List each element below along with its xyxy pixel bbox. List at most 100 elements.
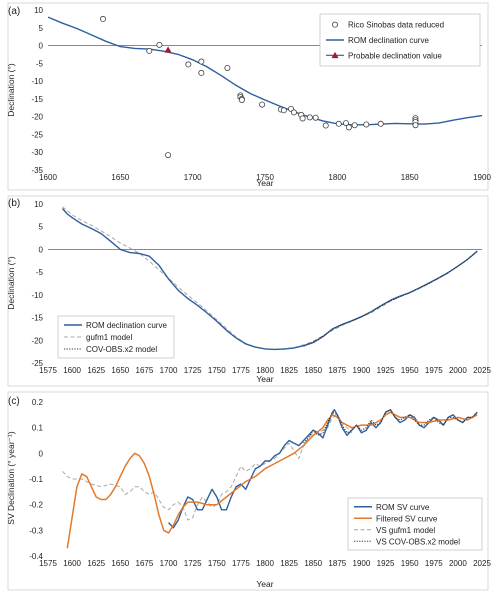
legend-entry: gufm1 model <box>86 333 132 342</box>
y-tick-label: 10 <box>34 200 43 209</box>
legend: ROM declination curve gufm1 model COV-OBS.… <box>57 315 175 359</box>
x-tick-label: 1650 <box>111 366 129 375</box>
y-axis-label: SV Declination (° year⁻¹) <box>6 431 16 525</box>
x-tick-label: 1825 <box>280 366 298 375</box>
x-tick-label: 2000 <box>449 366 467 375</box>
x-axis-label: Year <box>256 579 273 589</box>
x-tick-label: 1600 <box>39 173 57 182</box>
y-tick-label: 5 <box>39 223 44 232</box>
legend-entry: VS gufm1 model <box>376 526 435 535</box>
series-line-rom-declination-curve <box>47 16 483 126</box>
legend-swatch <box>331 51 339 59</box>
x-tick-label: 1900 <box>353 366 371 375</box>
x-tick-label: 1850 <box>304 559 322 568</box>
data-point-rico-sinobas-data-reduced <box>377 120 384 127</box>
x-tick-label: 1875 <box>328 366 346 375</box>
x-tick-label: 2000 <box>449 559 467 568</box>
y-tick-label: 10 <box>34 6 43 15</box>
x-tick-label: 1775 <box>232 366 250 375</box>
x-tick-label: 1725 <box>184 366 202 375</box>
x-axis-label: Year <box>256 178 273 188</box>
data-point-rico-sinobas-data-reduced <box>322 122 329 129</box>
x-tick-label: 1650 <box>111 559 129 568</box>
data-point-rico-sinobas-data-reduced <box>343 120 350 127</box>
data-point-rico-sinobas-data-reduced <box>312 114 319 121</box>
legend-swatch <box>331 21 338 28</box>
data-point-rico-sinobas-data-reduced <box>185 61 192 68</box>
x-tick-label: 1950 <box>401 366 419 375</box>
data-point-rico-sinobas-data-reduced <box>156 41 163 48</box>
data-point-rico-sinobas-data-reduced <box>99 15 106 22</box>
data-point-rico-sinobas-data-reduced <box>146 47 153 54</box>
data-point-rico-sinobas-data-reduced <box>280 107 287 114</box>
legend: ROM SV curve Filtered SV curve VS gufm1 mo… <box>347 497 483 551</box>
data-point-rico-sinobas-data-reduced <box>165 152 172 159</box>
y-tick-label: -15 <box>31 314 43 323</box>
x-tick-label: 1975 <box>425 559 443 568</box>
y-tick-label: -0.3 <box>29 526 43 535</box>
series-line-cov-obs-x2-model <box>303 250 478 347</box>
series-line-rom-declination-curve <box>61 208 478 351</box>
x-tick-label: 1700 <box>160 559 178 568</box>
data-point-rico-sinobas-data-reduced <box>259 101 266 108</box>
y-tick-label: -5 <box>36 59 44 68</box>
y-tick-label: 5 <box>39 24 44 33</box>
panel-frame <box>7 195 489 387</box>
y-tick-label: -0.2 <box>29 501 43 510</box>
x-tick-label: 1975 <box>425 366 443 375</box>
y-tick-label: -25 <box>31 359 43 368</box>
legend-entry: VS COV-OBS.x2 model <box>376 537 460 546</box>
panel-frame <box>7 2 489 191</box>
x-tick-label: 1725 <box>184 559 202 568</box>
series-line-rom-sv-curve <box>168 409 478 529</box>
y-tick-label: -15 <box>31 95 43 104</box>
x-tick-label: 2025 <box>473 559 491 568</box>
x-tick-label: 1775 <box>232 559 250 568</box>
series-line-gufm1-model <box>62 206 449 350</box>
x-tick-label: 1750 <box>256 173 274 182</box>
x-tick-label: 1600 <box>63 559 81 568</box>
y-tick-label: -0.4 <box>29 552 43 561</box>
y-tick-label: 0.1 <box>32 424 44 433</box>
x-tick-label: 1950 <box>401 559 419 568</box>
y-tick-label: 0 <box>39 42 44 51</box>
x-tick-label: 1800 <box>256 559 274 568</box>
data-point-rico-sinobas-data-reduced <box>238 96 245 103</box>
y-tick-label: -10 <box>31 291 43 300</box>
y-tick-label: -25 <box>31 130 43 139</box>
data-point-rico-sinobas-data-reduced <box>351 122 358 129</box>
x-tick-label: 1825 <box>280 559 298 568</box>
legend-entry: ROM declination curve <box>86 321 167 330</box>
x-tick-label: 1675 <box>136 559 154 568</box>
y-tick-label: -20 <box>31 336 43 345</box>
panel-frame <box>7 391 489 591</box>
x-axis-label: Year <box>256 374 273 384</box>
y-tick-label: -0.1 <box>29 475 43 484</box>
legend-entry: COV-OBS.x2 model <box>86 345 157 354</box>
x-tick-label: 2025 <box>473 366 491 375</box>
x-tick-label: 1625 <box>87 366 105 375</box>
data-point-probable-declination-value <box>164 46 172 53</box>
x-tick-label: 1575 <box>39 366 57 375</box>
legend-entry: Rico Sinobas data reduced <box>348 21 444 30</box>
y-axis-label: Declination (°) <box>6 63 16 117</box>
legend-entry: ROM declination curve <box>348 36 429 45</box>
x-tick-label: 1750 <box>208 559 226 568</box>
series-line-vs-cov-obs-x2-model <box>303 409 478 444</box>
x-tick-label: 1675 <box>136 366 154 375</box>
data-point-rico-sinobas-data-reduced <box>299 115 306 122</box>
legend-entry: ROM SV curve <box>376 503 430 512</box>
y-axis-label: Declination (°) <box>6 256 16 310</box>
data-point-rico-sinobas-data-reduced <box>290 109 297 116</box>
y-tick-label: -20 <box>31 113 43 122</box>
x-tick-label: 1925 <box>377 559 395 568</box>
x-tick-label: 1850 <box>401 173 419 182</box>
series-line-filtered-sv-curve <box>66 411 478 549</box>
data-point-rico-sinobas-data-reduced <box>335 120 342 127</box>
y-tick-label: 0 <box>39 245 44 254</box>
y-tick-label: 0.2 <box>32 398 44 407</box>
data-point-rico-sinobas-data-reduced <box>363 121 370 128</box>
